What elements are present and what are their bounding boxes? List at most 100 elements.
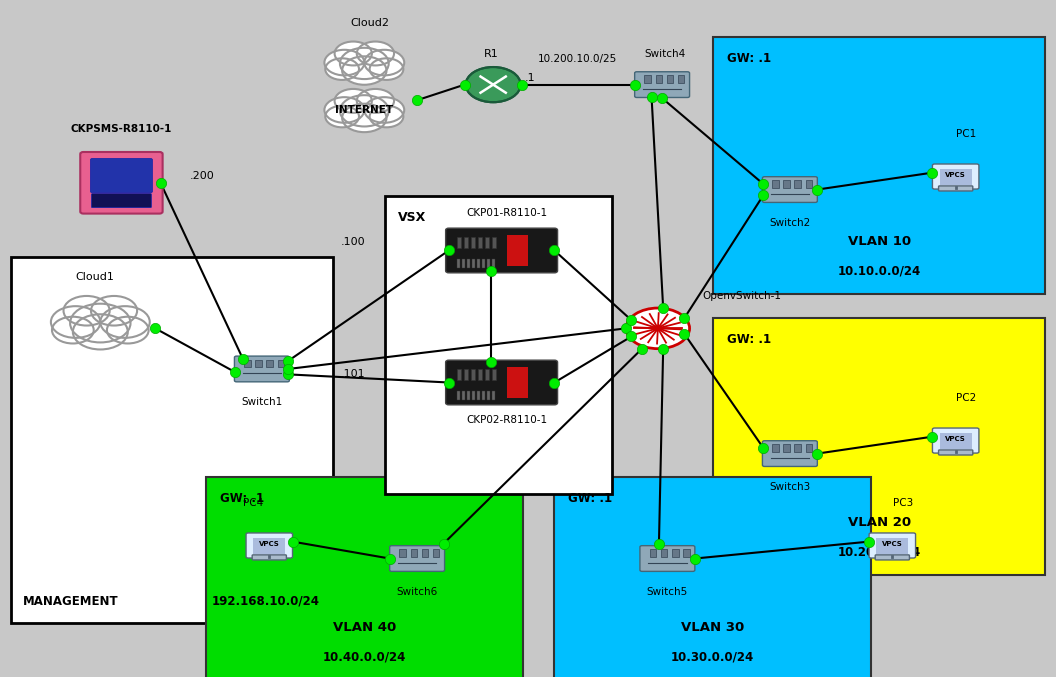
Text: .1: .1 (525, 73, 535, 83)
Point (655, 343, 672, 354)
FancyBboxPatch shape (465, 369, 469, 380)
FancyBboxPatch shape (471, 237, 475, 248)
Circle shape (340, 95, 389, 127)
Circle shape (653, 325, 663, 331)
Point (623, 331, 640, 342)
FancyBboxPatch shape (467, 391, 470, 399)
FancyBboxPatch shape (672, 549, 679, 556)
Point (513, 79, 530, 90)
Point (147, 323, 164, 334)
Circle shape (73, 314, 128, 349)
Point (152, 177, 169, 188)
FancyBboxPatch shape (421, 549, 429, 556)
FancyBboxPatch shape (869, 533, 916, 558)
Text: VLAN 20: VLAN 20 (848, 517, 910, 529)
Point (381, 553, 398, 564)
FancyBboxPatch shape (932, 428, 979, 453)
FancyBboxPatch shape (446, 228, 558, 273)
FancyBboxPatch shape (467, 259, 470, 267)
FancyBboxPatch shape (649, 549, 656, 556)
Circle shape (364, 97, 404, 123)
Text: Switch2: Switch2 (769, 218, 811, 228)
Point (440, 245, 457, 256)
FancyBboxPatch shape (482, 259, 485, 267)
Text: PC3: PC3 (892, 498, 913, 508)
Text: Cloud1: Cloud1 (76, 272, 114, 282)
FancyBboxPatch shape (492, 259, 495, 267)
FancyBboxPatch shape (266, 359, 274, 367)
Point (809, 448, 826, 459)
Text: GW: .1: GW: .1 (727, 333, 771, 346)
Circle shape (51, 306, 100, 338)
FancyBboxPatch shape (939, 186, 973, 191)
Point (650, 538, 667, 549)
Text: VPCS: VPCS (945, 173, 966, 179)
Point (280, 355, 297, 366)
FancyBboxPatch shape (206, 477, 523, 677)
FancyBboxPatch shape (472, 391, 475, 399)
FancyBboxPatch shape (794, 180, 802, 188)
FancyBboxPatch shape (433, 549, 439, 556)
FancyBboxPatch shape (465, 237, 469, 248)
FancyBboxPatch shape (661, 549, 667, 556)
FancyBboxPatch shape (939, 450, 973, 455)
Text: PC4: PC4 (243, 498, 264, 508)
Point (634, 343, 650, 354)
FancyBboxPatch shape (492, 237, 496, 248)
FancyBboxPatch shape (234, 356, 289, 382)
FancyBboxPatch shape (635, 72, 690, 97)
Text: INTERNET: INTERNET (335, 105, 394, 114)
Circle shape (52, 317, 94, 343)
Point (809, 184, 826, 195)
Text: Switch1: Switch1 (241, 397, 283, 408)
FancyBboxPatch shape (472, 259, 475, 267)
Circle shape (107, 317, 149, 343)
Text: .101: .101 (341, 370, 365, 379)
FancyBboxPatch shape (244, 359, 250, 367)
Point (643, 91, 660, 102)
FancyBboxPatch shape (784, 444, 790, 452)
Text: CKP02-R8110-1: CKP02-R8110-1 (467, 415, 547, 425)
FancyBboxPatch shape (385, 196, 612, 494)
FancyBboxPatch shape (457, 369, 461, 380)
Text: 10.20.0.0/24: 10.20.0.0/24 (837, 546, 921, 559)
Text: OpenvSwitch-1: OpenvSwitch-1 (702, 291, 781, 301)
FancyBboxPatch shape (487, 259, 490, 267)
Point (654, 93, 671, 104)
Text: VPCS: VPCS (259, 542, 280, 548)
Point (227, 367, 244, 378)
FancyBboxPatch shape (806, 180, 812, 188)
Circle shape (335, 41, 372, 66)
Circle shape (626, 308, 690, 349)
Text: 10.40.0.0/24: 10.40.0.0/24 (323, 651, 406, 663)
FancyBboxPatch shape (92, 194, 151, 208)
FancyBboxPatch shape (806, 444, 812, 452)
Circle shape (63, 296, 110, 326)
FancyBboxPatch shape (678, 75, 684, 83)
Circle shape (364, 50, 404, 75)
Text: GW: .1: GW: .1 (568, 492, 612, 505)
FancyBboxPatch shape (477, 259, 479, 267)
Text: VLAN 40: VLAN 40 (333, 621, 396, 634)
FancyBboxPatch shape (554, 477, 871, 677)
Circle shape (342, 104, 386, 132)
FancyBboxPatch shape (246, 533, 293, 558)
FancyBboxPatch shape (91, 158, 152, 193)
Circle shape (357, 41, 394, 66)
FancyBboxPatch shape (11, 257, 333, 623)
FancyBboxPatch shape (80, 152, 163, 214)
Point (409, 95, 426, 106)
FancyBboxPatch shape (932, 164, 979, 189)
Point (676, 328, 693, 339)
FancyBboxPatch shape (507, 367, 528, 398)
FancyBboxPatch shape (784, 180, 790, 188)
FancyBboxPatch shape (457, 259, 460, 267)
FancyBboxPatch shape (478, 237, 482, 248)
FancyBboxPatch shape (446, 360, 558, 405)
Text: VSX: VSX (398, 211, 427, 224)
Circle shape (340, 48, 389, 79)
Text: 10.10.0.0/24: 10.10.0.0/24 (837, 265, 921, 278)
Text: CKPSMS-R8110-1: CKPSMS-R8110-1 (71, 124, 172, 134)
FancyBboxPatch shape (485, 369, 489, 380)
Text: 10.30.0.0/24: 10.30.0.0/24 (672, 651, 754, 663)
